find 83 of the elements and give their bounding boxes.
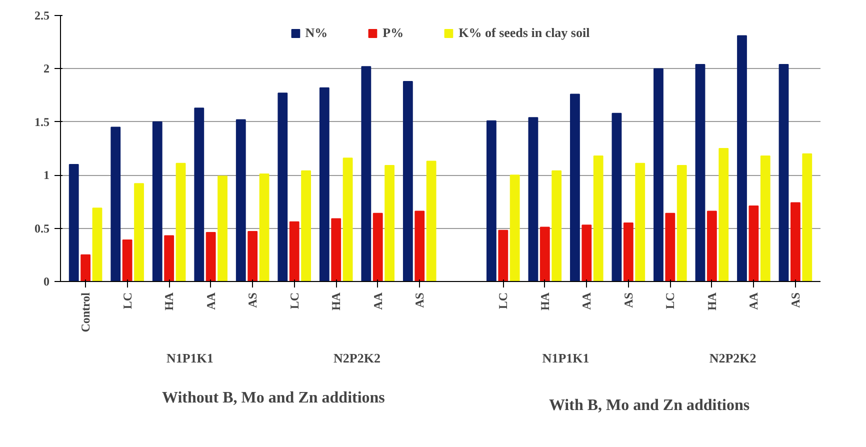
- bar: [164, 235, 174, 282]
- bar: [665, 212, 676, 282]
- bar: [486, 120, 496, 282]
- x-tick-label: LC: [120, 292, 134, 310]
- bar: [236, 119, 246, 282]
- text: N2P2K2: [334, 350, 380, 366]
- bar: [593, 155, 604, 282]
- legend-label: P%: [382, 25, 404, 41]
- bar: [80, 254, 91, 282]
- bar: [301, 170, 311, 282]
- bar: [540, 226, 550, 282]
- bar: [206, 232, 216, 282]
- x-tick-label: AS: [246, 292, 260, 308]
- x-tick-label: AA: [580, 292, 594, 310]
- bar: [760, 155, 770, 282]
- y-tick-label: 2.5: [34, 8, 50, 22]
- bar: [612, 112, 622, 282]
- bar: [695, 64, 706, 282]
- bar: [654, 68, 664, 282]
- y-tick-label: 2: [44, 62, 50, 76]
- bar: [582, 224, 592, 282]
- text: With B, Mo and Zn additions: [548, 397, 750, 414]
- bar: [718, 148, 729, 282]
- y-tick-label: 1.5: [34, 114, 50, 129]
- bar: [319, 87, 330, 282]
- bar: [384, 165, 395, 282]
- bar: [402, 80, 413, 282]
- text: N1P1K1: [542, 350, 590, 366]
- bar: [570, 94, 580, 282]
- bar: [361, 66, 372, 282]
- text: N1P1K1: [166, 350, 214, 366]
- bar: [635, 162, 646, 282]
- bar: [372, 212, 383, 282]
- bar: [706, 210, 717, 282]
- text: Without B, Mo and Zn additions: [162, 390, 385, 406]
- bar: [110, 126, 121, 282]
- bar: [122, 240, 132, 282]
- bar: [510, 174, 520, 282]
- y-tick-label: 0: [44, 274, 50, 288]
- bar: [802, 153, 812, 282]
- bar: [152, 121, 162, 282]
- x-tick-label: LC: [287, 292, 302, 310]
- bar: [737, 35, 747, 282]
- bar: [176, 162, 186, 282]
- bar: [748, 205, 759, 282]
- bar: [623, 222, 634, 282]
- bar: [342, 158, 353, 282]
- x-tick-label: LC: [663, 292, 678, 310]
- bar: [676, 165, 687, 282]
- bar: [92, 208, 102, 282]
- bar: [134, 183, 144, 282]
- x-tick-label: HA: [704, 292, 719, 310]
- bar: [68, 164, 79, 282]
- bar: [414, 210, 425, 282]
- bar: [552, 170, 562, 282]
- bar: [331, 218, 342, 282]
- bar: [790, 202, 800, 282]
- bar: [426, 160, 436, 282]
- bar: [278, 92, 288, 282]
- legend-label: K% of seeds in clay soil: [458, 25, 590, 41]
- bar: [194, 108, 204, 282]
- x-tick-label: HA: [538, 292, 552, 310]
- bar: [498, 230, 508, 282]
- bar: [528, 117, 538, 282]
- bar: [289, 221, 300, 282]
- bar: [778, 64, 789, 282]
- text: N2P2K2: [709, 350, 756, 366]
- x-tick-label: HA: [162, 292, 176, 310]
- x-tick-label: AS: [788, 292, 802, 308]
- x-tick-label: HA: [329, 292, 344, 310]
- x-tick-label: AA: [204, 292, 218, 310]
- x-tick-label: AA: [370, 292, 385, 310]
- bar: [248, 230, 258, 282]
- y-tick-label: 0.5: [34, 221, 50, 236]
- y-tick-label: 1: [44, 168, 50, 182]
- x-tick-label: AA: [746, 292, 761, 310]
- bar: [218, 176, 228, 282]
- x-tick-label: AS: [621, 292, 636, 308]
- legend-label: N%: [305, 25, 328, 41]
- bar: [259, 174, 270, 282]
- x-tick-label: LC: [496, 292, 510, 310]
- x-tick-label: Control: [78, 292, 93, 332]
- x-tick-label: AS: [412, 292, 427, 308]
